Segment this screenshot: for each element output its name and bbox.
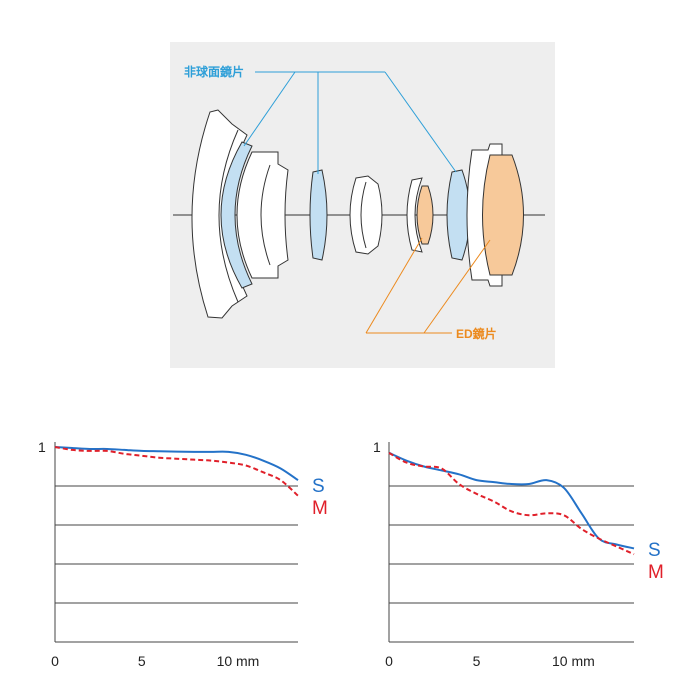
chart-2-legend: SM	[648, 540, 664, 583]
chart-2-y-tick-label: 1	[373, 439, 381, 455]
lens-element-3-curve	[260, 164, 271, 266]
chart-1-series	[54, 446, 299, 497]
chart-2-x-tick-label: 5	[473, 653, 481, 669]
mtf-chart-left: 1 0 5 10 mm SM	[38, 439, 328, 669]
chart-2-series-s	[388, 451, 635, 550]
lens-element-5-curve	[360, 181, 367, 249]
aspherical-lens-1	[220, 141, 253, 289]
chart-1-series-m	[54, 446, 299, 497]
ed-label: ED鏡片	[456, 326, 497, 341]
chart-2-legend-s: S	[648, 540, 661, 561]
chart-2-gridlines	[389, 485, 634, 643]
lens-diagram: 非球面鏡片 ED鏡片	[170, 42, 555, 368]
ed-lens-1	[416, 185, 434, 245]
chart-2-series-m	[388, 451, 635, 556]
chart-2-legend-m: M	[648, 562, 664, 583]
chart-1-legend-s: S	[312, 476, 325, 497]
lens-element-5	[349, 175, 383, 255]
chart-1-x-tick-label: 10 mm	[217, 653, 260, 669]
ed-lens-2	[482, 154, 524, 276]
chart-1-legend: SM	[312, 476, 328, 519]
mtf-chart-right: 1 0 5 10 mm SM	[373, 439, 664, 669]
chart-1-y-tick-label: 1	[38, 439, 46, 455]
chart-1-x-tick-label: 5	[138, 653, 146, 669]
lens-element-3	[236, 151, 289, 279]
chart-1-series-s	[54, 446, 299, 481]
chart-2-x-tick-label: 0	[385, 653, 393, 669]
lens-element-6	[406, 177, 423, 253]
aspherical-leader-lines	[243, 71, 457, 174]
chart-1-legend-m: M	[312, 498, 328, 519]
chart-1-gridlines	[55, 485, 298, 643]
chart-1-x-tick-label: 0	[51, 653, 59, 669]
ed-leader-lines	[365, 237, 491, 334]
chart-1-x-tick-labels: 0 5 10 mm	[51, 653, 259, 669]
aspherical-lens-2	[309, 169, 328, 261]
chart-2-x-tick-labels: 0 5 10 mm	[385, 653, 595, 669]
chart-2-series	[388, 451, 635, 556]
chart-2-x-tick-label: 10 mm	[552, 653, 595, 669]
lens-element-1-inner-edge	[218, 129, 239, 303]
aspherical-label: 非球面鏡片	[184, 64, 244, 79]
